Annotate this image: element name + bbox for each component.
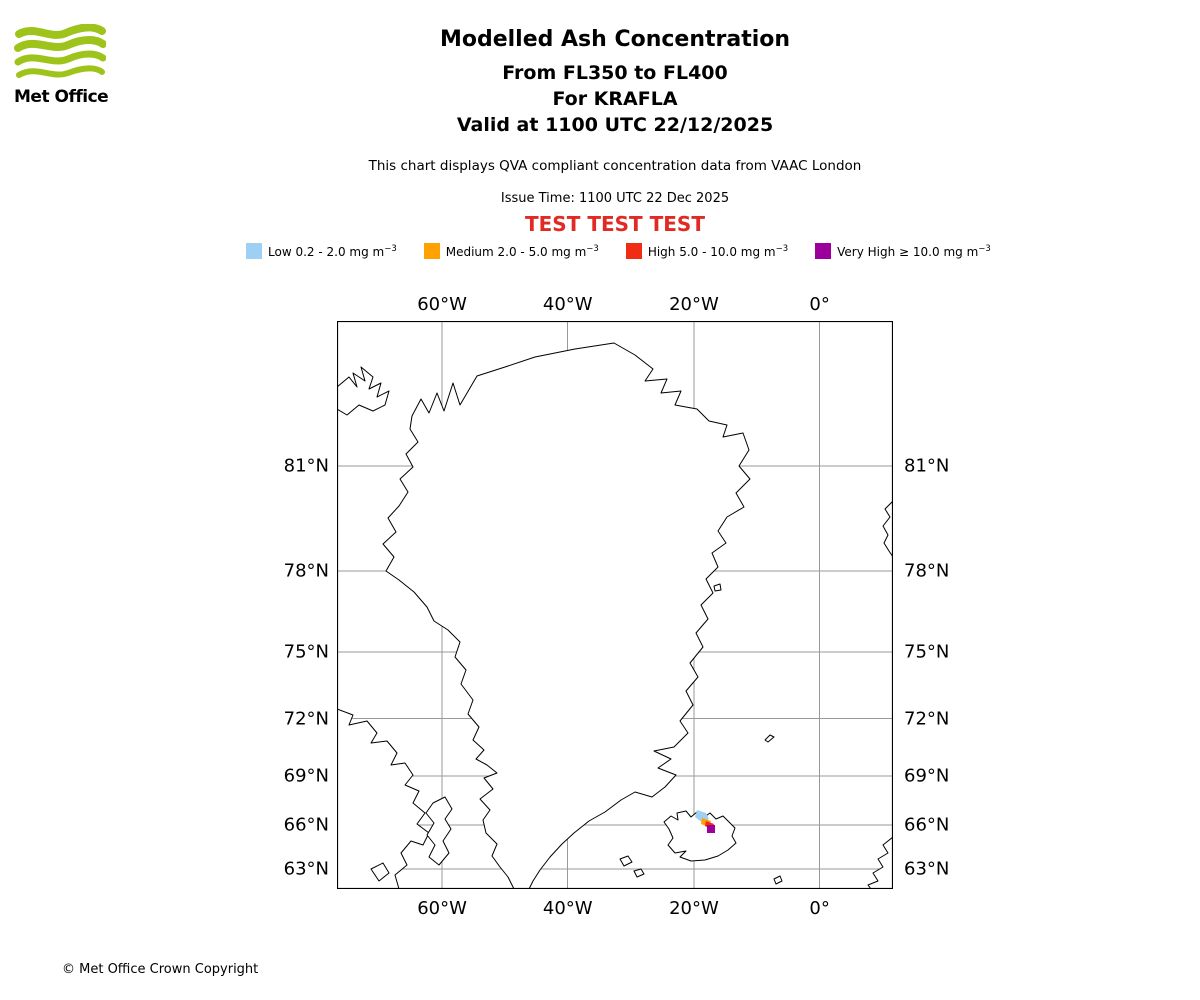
legend-item-high: High 5.0 - 10.0 mg m−3 [625,243,789,259]
coast-greenland-se-islet-2 [633,868,645,878]
legend-swatch-medium [423,243,440,259]
lon-label: 0° [809,294,830,315]
lat-label: 75°N [904,641,950,663]
met-office-logo: Met Office [14,24,118,107]
coast-svalbard [882,500,893,558]
issue-time: Issue Time: 1100 UTC 22 Dec 2025 [500,191,730,206]
legend-swatch-very_high [815,243,832,259]
coast-norway [867,836,893,889]
coast-greenland [382,342,751,889]
lat-label: 69°N [283,765,329,787]
met-office-waves-icon [14,24,106,78]
legend-item-low: Low 0.2 - 2.0 mg m−3 [246,243,397,259]
coast-greenland-se-islet-1 [619,855,633,867]
legend-swatch-high [625,243,642,259]
coast-baffin-islet [370,862,390,882]
ash-area-very_high [707,825,715,833]
lon-label: 60°W [417,898,467,919]
latitude-labels-left: 81°N 78°N 75°N 72°N 69°N 66°N 63°N [259,321,329,889]
legend-label: Low 0.2 - 2.0 mg m−3 [268,243,397,259]
title-flight-levels: From FL350 to FL400 [502,62,728,84]
lat-label: 81°N [283,455,329,477]
map-border [337,321,893,889]
lat-label: 78°N [904,560,950,582]
map-frame: 60°W 40°W 20°W 0° 60°W 40°W 20°W 0° 81°N 78°N 75… [284,294,950,919]
test-banner: TEST TEST TEST [525,212,705,236]
lat-label: 75°N [283,641,329,663]
legend-item-medium: Medium 2.0 - 5.0 mg m−3 [423,243,599,259]
coastlines [337,342,893,889]
lon-label: 40°W [542,898,593,919]
coast-iceland [663,810,737,862]
coast-baffin-island [425,796,453,866]
lat-label: 78°N [283,560,329,582]
lon-label: 20°W [669,898,719,919]
coast-jan-mayen [764,734,775,743]
ash-concentration-areas [695,810,715,833]
coast-ellesmere [337,366,390,416]
copyright-footer: © Met Office Crown Copyright [62,962,259,977]
map [337,321,893,889]
chart-title: Modelled Ash Concentration [439,27,791,52]
legend-swatch-low [246,243,262,259]
lat-label: 66°N [283,814,329,836]
latitude-labels-right: 81°N 78°N 75°N 72°N 69°N 66°N 63°N [904,321,974,889]
coast-greenland-ne-islet [713,583,722,592]
concentration-legend: Low 0.2 - 2.0 mg m−3 Medium 2.0 - 5.0 mg … [246,243,991,259]
title-valid-time: Valid at 1100 UTC 22/12/2025 [456,114,774,136]
coast-faroe [773,875,783,885]
legend-item-very_high: Very High ≥ 10.0 mg m−3 [815,243,991,259]
lon-label: 40°W [542,294,593,315]
lon-label: 0° [809,898,830,919]
lon-label: 20°W [669,294,719,315]
lat-label: 81°N [904,455,950,477]
lat-label: 63°N [283,858,329,880]
legend-label: Medium 2.0 - 5.0 mg m−3 [445,243,599,259]
logo-text: Met Office [14,87,109,107]
coast-baffin [337,708,430,889]
lon-label: 60°W [417,294,467,315]
qva-compliance-note: This chart displays QVA compliant concen… [368,158,862,174]
lat-label: 66°N [904,814,950,836]
lat-label: 72°N [283,708,329,730]
title-volcano: For KRAFLA [552,88,678,110]
lat-label: 72°N [904,708,950,730]
legend-label: Very High ≥ 10.0 mg m−3 [837,243,991,259]
lat-label: 69°N [904,765,950,787]
lat-label: 63°N [904,858,950,880]
legend-label: High 5.0 - 10.0 mg m−3 [647,243,789,259]
